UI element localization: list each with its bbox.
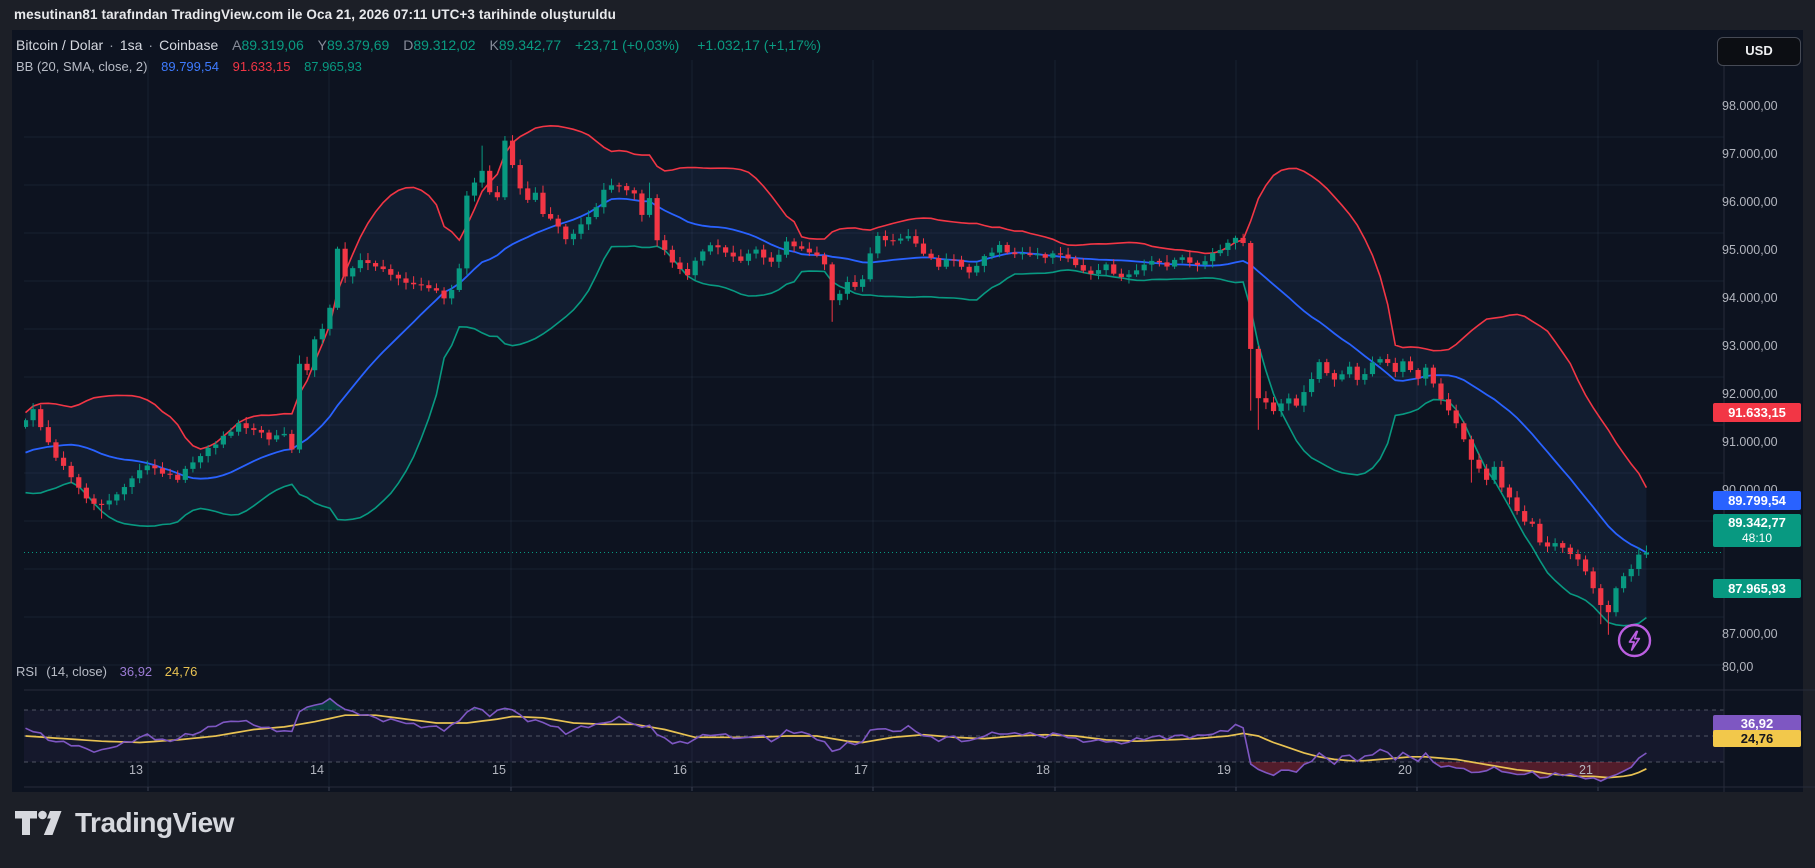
close-value: 89.342,77: [498, 37, 562, 53]
bb-title: BB (20, SMA, close, 2): [16, 59, 148, 74]
time-axis-label: 13: [129, 763, 143, 777]
rsi-axis-label: 80,00: [1722, 660, 1754, 674]
last-price-badge[interactable]: 89.342,77 48:10: [1713, 514, 1801, 548]
price-axis-label: 87.000,00: [1722, 627, 1778, 641]
time-axis-label: 16: [673, 763, 687, 777]
footer: TradingView: [0, 792, 1815, 868]
high-value: 89.379,69: [327, 37, 390, 53]
time-axis-label: 17: [854, 763, 868, 777]
open-value: 89.319,06: [241, 37, 304, 53]
low-value: 89.312,02: [413, 37, 476, 53]
price-axis-label: 92.000,00: [1722, 387, 1778, 401]
rsi-title: RSI: [16, 664, 38, 679]
tradingview-logo[interactable]: TradingView: [15, 807, 234, 839]
exchange-label: Coinbase: [159, 37, 219, 53]
open-letter: A: [232, 37, 242, 53]
rsi-legend[interactable]: RSI (14, close) 36,92 24,76: [16, 664, 197, 679]
time-axis-label: 19: [1217, 763, 1231, 777]
bb-basis-badge: 89.799,54: [1713, 491, 1801, 511]
high-letter: Y: [317, 37, 327, 53]
symbol-name: Bitcoin / Dolar: [16, 37, 104, 53]
time-axis-label: 15: [492, 763, 506, 777]
rsi-ma-value: 24,76: [164, 664, 198, 679]
bar-change: +23,71 (+0,03%): [575, 37, 680, 53]
bb-lower-badge: 87.965,93: [1713, 579, 1801, 599]
time-axis-label: 21: [1579, 763, 1593, 777]
bb-lower-value: 87.965,93: [304, 59, 362, 74]
lightning-icon: [1617, 623, 1652, 658]
rsi-ma-badge: 24,76: [1713, 730, 1801, 748]
close-letter: K: [489, 37, 499, 53]
legend-separator: ·: [148, 37, 154, 53]
session-change: +1.032,17 (+1,17%): [697, 37, 821, 53]
chart-canvas[interactable]: [12, 30, 1815, 868]
bb-legend[interactable]: BB (20, SMA, close, 2) 89.799,54 91.633,…: [16, 59, 362, 74]
instant-trading-button[interactable]: [1616, 622, 1653, 659]
tradingview-logo-icon: [15, 810, 62, 835]
currency-toggle-button[interactable]: USD: [1717, 37, 1801, 66]
price-axis-label: 97.000,00: [1722, 147, 1778, 161]
bb-upper-value: 91.633,15: [232, 59, 291, 74]
low-letter: D: [403, 37, 414, 53]
price-axis-label: 91.000,00: [1722, 435, 1778, 449]
time-axis-label: 14: [310, 763, 324, 777]
rsi-value: 36,92: [119, 664, 153, 679]
time-axis-label: 20: [1398, 763, 1412, 777]
footer-brand-text: TradingView: [75, 807, 234, 838]
attribution-text: mesutinan81 tarafından TradingView.com i…: [14, 7, 616, 22]
bar-countdown: 48:10: [1741, 531, 1773, 546]
time-axis-label: 18: [1036, 763, 1050, 777]
price-axis-label: 95.000,00: [1722, 243, 1778, 257]
price-axis-label: 98.000,00: [1722, 99, 1778, 113]
rsi-value-badge: 36,92: [1713, 714, 1801, 732]
chart-widget: [12, 30, 1815, 823]
rsi-params: (14, close): [46, 664, 107, 679]
symbol-legend[interactable]: Bitcoin / Dolar · 1sa · Coinbase A89.319,06 …: [16, 37, 821, 53]
price-axis-label: 94.000,00: [1722, 291, 1778, 305]
interval-label: 1sa: [119, 37, 143, 53]
bb-upper-badge: 91.633,15: [1713, 403, 1801, 423]
price-axis-label: 96.000,00: [1722, 195, 1778, 209]
bb-basis-value: 89.799,54: [161, 59, 219, 74]
legend-separator: ·: [109, 37, 114, 53]
price-axis-label: 93.000,00: [1722, 339, 1778, 353]
